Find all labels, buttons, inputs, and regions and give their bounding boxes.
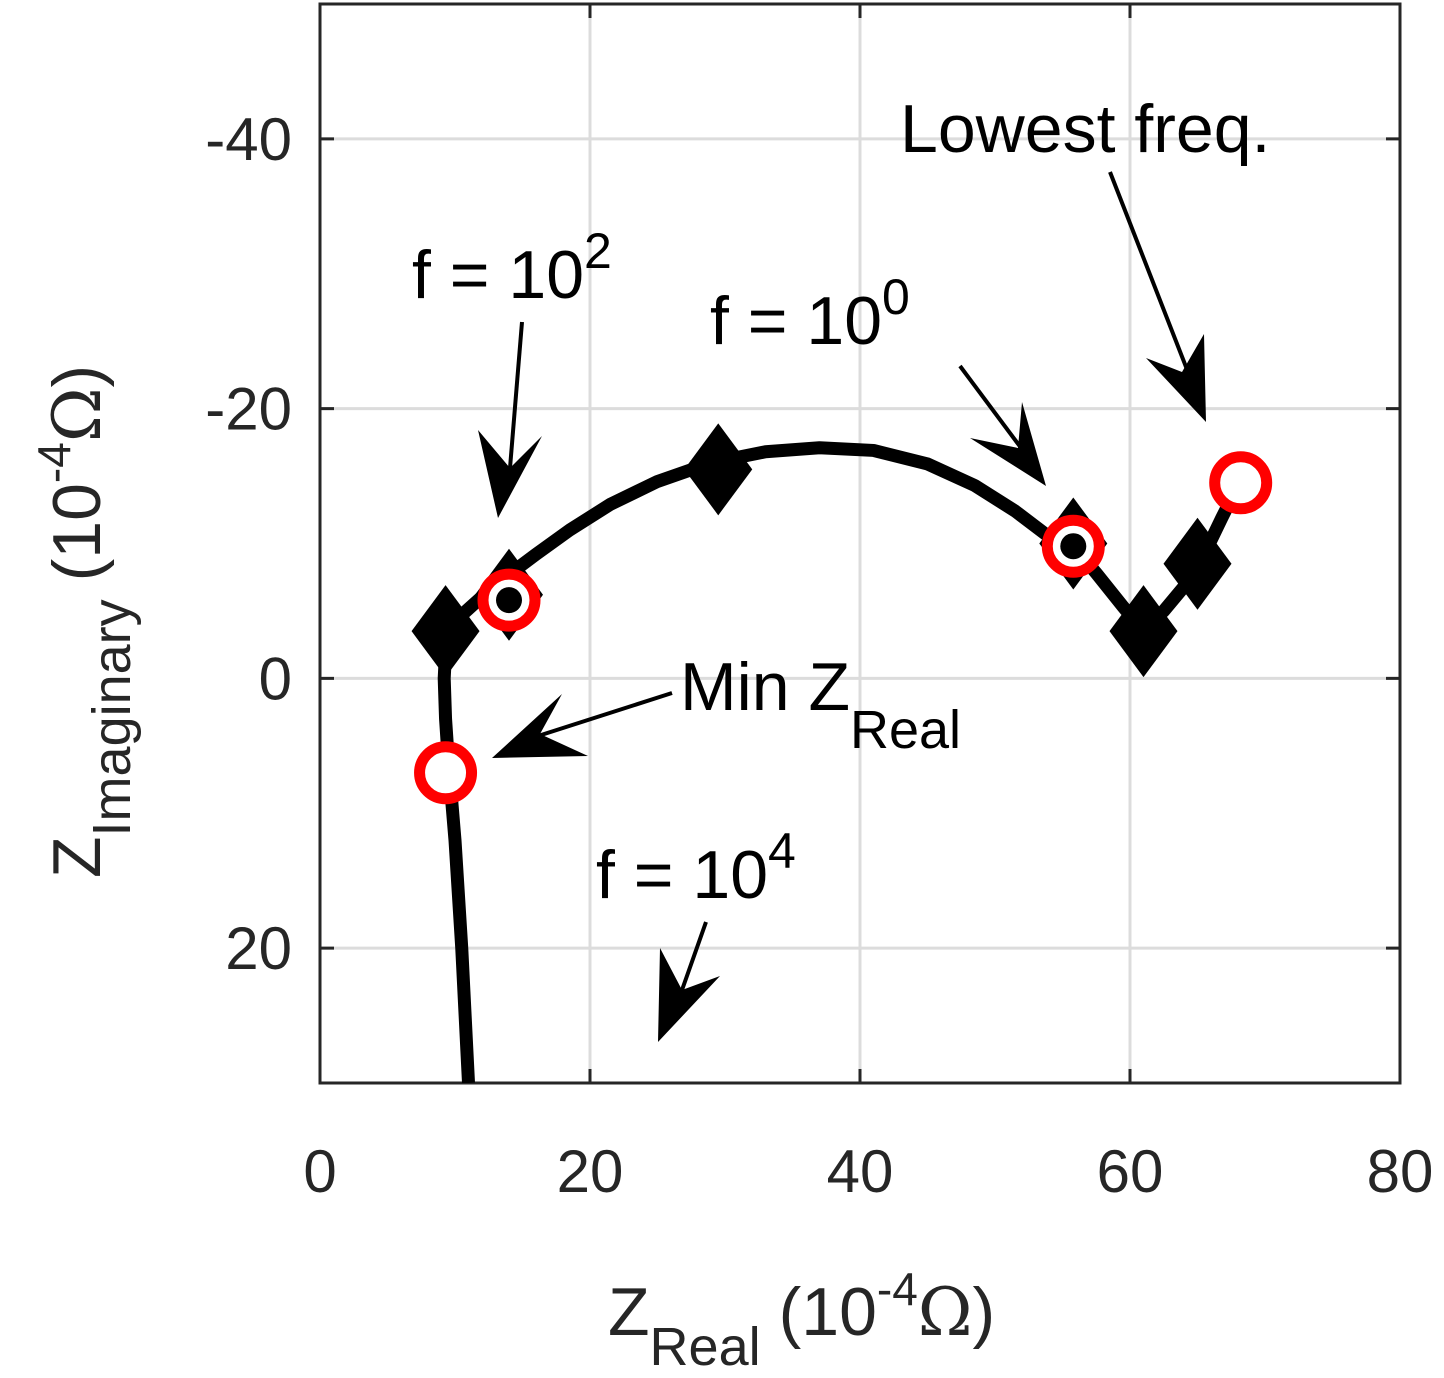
x-tick-label: 0 [303,1138,336,1205]
series-line [437,441,1244,1083]
arrow-head-f-1e0 [970,402,1046,486]
x-tick-label: 40 [827,1138,894,1205]
arrow-shaft-min-zreal [537,691,673,738]
red-ring-marker [414,741,478,805]
diamond-marker [684,423,753,516]
arrow-shaft-f-1e4 [680,921,708,991]
y-tick-label: -20 [205,376,292,443]
arrow-shaft-lowest [1108,171,1190,373]
x-tick-label: 20 [557,1138,624,1205]
arrow-head-f-1e2 [478,430,542,518]
diamond-marker [1109,585,1178,678]
black-dot-marker [1060,533,1087,560]
arrow-head-min-zreal [492,694,588,758]
diamond-marker [411,585,480,678]
series [437,441,1244,1083]
annotation-f-1e0: f = 100 [710,269,910,359]
red-ring-marker [1209,451,1273,515]
x-axis-label: ZReal (10-4Ω) [608,1263,995,1377]
markers [411,423,1273,805]
axes [318,2,1402,1085]
y-tick-label: 0 [259,645,292,712]
annotation-f-1e2: f = 102 [412,223,612,313]
annotation-lowest-freq: Lowest freq. [900,91,1270,167]
y-tick-label: -40 [205,106,292,173]
grid [320,4,1400,1083]
annotation-min-zreal: Min ZReal [680,649,961,760]
black-dot-marker [496,587,522,614]
annotation-f-1e4: f = 104 [596,823,796,913]
arrow-head-f-1e4 [658,948,720,1042]
tick-labels: 0 20 40 60 80 20 0 -20 -40 [205,106,1433,1205]
y-axis-label: ZImaginary(10-4Ω) [28,365,142,878]
annotations: f = 102 f = 100 Lowest freq. Min ZReal f… [412,91,1270,1042]
arrow-shaft-f-1e2 [508,321,524,469]
x-tick-label: 60 [1097,1138,1164,1205]
y-tick-label: 20 [225,915,292,982]
diamond-marker [1163,517,1232,610]
arrow-head-lowest [1146,334,1206,422]
x-tick-label: 80 [1367,1138,1434,1205]
